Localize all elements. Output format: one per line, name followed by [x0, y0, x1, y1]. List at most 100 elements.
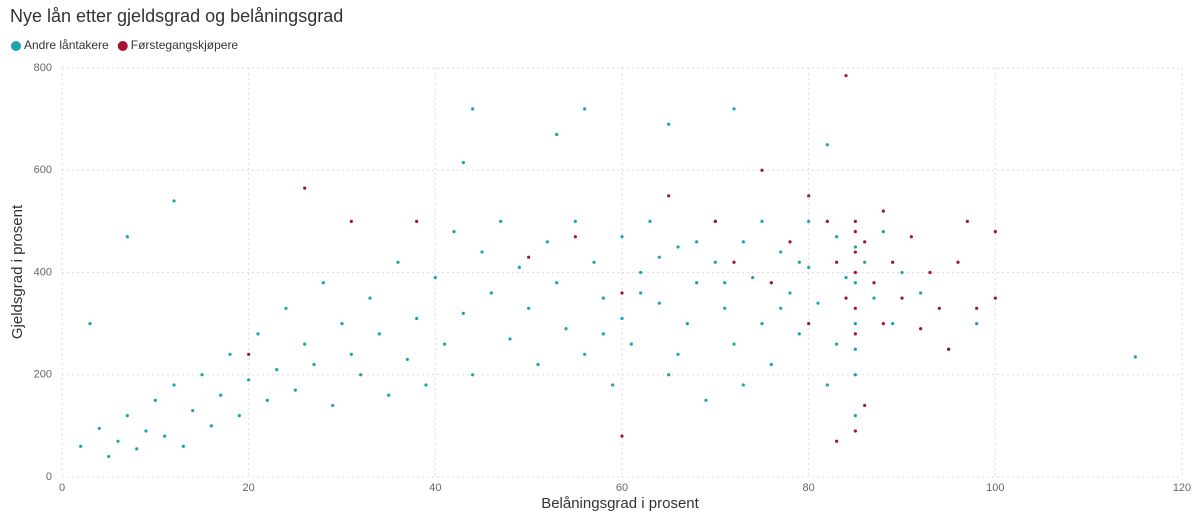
- point: [116, 439, 120, 443]
- point: [1133, 355, 1137, 359]
- point: [891, 260, 895, 264]
- point: [88, 322, 92, 326]
- point: [816, 301, 820, 305]
- point: [779, 250, 783, 254]
- point: [769, 362, 773, 367]
- point: [247, 378, 251, 382]
- legend-label: Førstegangskjøpere: [131, 38, 239, 52]
- y-tick-label: 400: [34, 266, 52, 278]
- point: [741, 383, 745, 387]
- point: [797, 260, 801, 264]
- point: [648, 219, 652, 223]
- point: [452, 230, 456, 234]
- point: [788, 291, 792, 295]
- point: [172, 199, 176, 203]
- x-tick-label: 60: [616, 482, 628, 494]
- point: [732, 107, 736, 111]
- point: [415, 316, 419, 321]
- point: [909, 235, 913, 239]
- point: [256, 332, 260, 336]
- point: [797, 332, 801, 336]
- point: [536, 362, 540, 367]
- x-tick-label: 40: [429, 482, 441, 494]
- point: [695, 240, 699, 244]
- point: [629, 342, 633, 346]
- point: [667, 373, 671, 377]
- point: [853, 245, 857, 249]
- point: [919, 327, 923, 331]
- point: [676, 245, 680, 249]
- point: [275, 368, 279, 372]
- point: [163, 434, 167, 438]
- y-tick-label: 200: [34, 369, 52, 381]
- y-tick-label: 800: [34, 62, 52, 74]
- point: [480, 250, 484, 254]
- point: [592, 260, 596, 264]
- point: [125, 414, 129, 418]
- point: [303, 342, 307, 346]
- point: [965, 219, 969, 223]
- point: [79, 444, 83, 448]
- point: [368, 296, 372, 300]
- point: [443, 342, 447, 346]
- point: [835, 439, 839, 443]
- point: [928, 270, 932, 275]
- point: [620, 316, 624, 321]
- point: [713, 260, 717, 264]
- point: [853, 306, 857, 310]
- point: [947, 347, 951, 351]
- point: [489, 291, 493, 295]
- point: [853, 322, 857, 326]
- point: [713, 219, 717, 223]
- point: [209, 424, 213, 428]
- y-axis-label: Gjeldsgrad i prosent: [9, 204, 26, 339]
- point: [200, 373, 204, 377]
- point: [377, 332, 381, 336]
- point: [639, 291, 643, 295]
- point: [555, 281, 559, 285]
- point: [825, 383, 829, 387]
- point: [573, 219, 577, 223]
- point: [760, 322, 764, 326]
- point: [751, 276, 755, 280]
- point: [135, 447, 139, 451]
- point: [181, 444, 185, 448]
- point: [835, 235, 839, 239]
- point: [125, 235, 129, 239]
- point: [415, 219, 419, 223]
- point: [807, 322, 811, 326]
- point: [853, 373, 857, 377]
- point: [293, 388, 297, 392]
- point: [844, 74, 848, 78]
- point: [779, 306, 783, 310]
- point: [284, 306, 288, 310]
- y-tick-label: 600: [34, 164, 52, 176]
- point: [853, 219, 857, 223]
- point: [424, 383, 428, 387]
- point: [807, 194, 811, 198]
- point: [144, 429, 148, 433]
- point: [601, 332, 605, 336]
- point: [853, 230, 857, 234]
- point: [956, 260, 960, 264]
- point: [769, 281, 773, 285]
- point: [863, 260, 867, 264]
- point: [620, 235, 624, 239]
- point: [723, 306, 727, 310]
- point: [639, 270, 643, 275]
- point: [900, 270, 904, 275]
- point: [667, 194, 671, 198]
- point: [807, 265, 811, 269]
- point: [853, 270, 857, 275]
- point: [331, 403, 335, 408]
- point: [228, 352, 232, 356]
- point: [611, 383, 615, 387]
- point: [471, 107, 475, 111]
- point: [853, 414, 857, 418]
- point: [620, 434, 624, 438]
- point: [844, 296, 848, 300]
- point: [405, 357, 409, 362]
- point: [704, 398, 708, 402]
- x-tick-label: 100: [986, 482, 1004, 494]
